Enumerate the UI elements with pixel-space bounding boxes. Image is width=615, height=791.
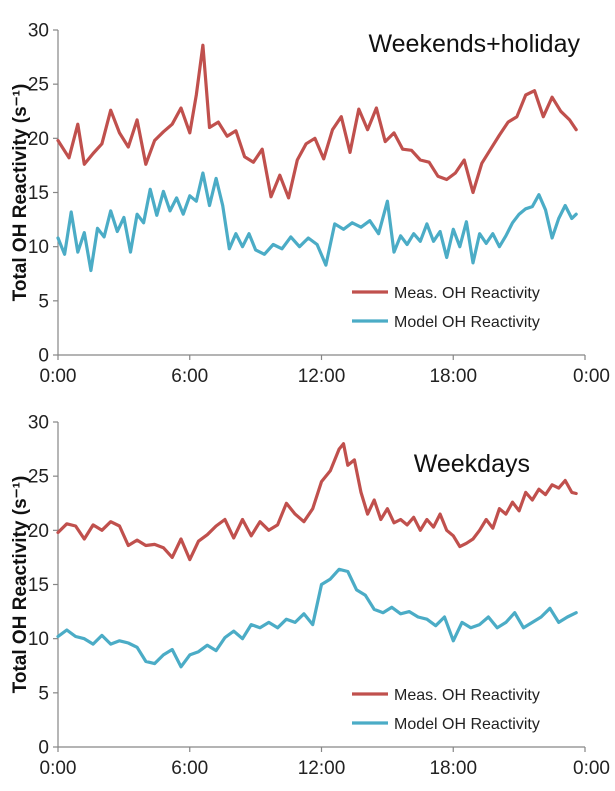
legend-label: Model OH Reactivity: [394, 716, 540, 733]
x-tick-label: 12:00: [298, 366, 346, 387]
y-tick-label: 30: [28, 21, 49, 42]
chart-panel-1: 0 5 10 15 20 25 30 0:00 6:00 12:00 18:00 0:00 Total …: [10, 21, 610, 388]
x-tick-label: 0:00: [40, 758, 77, 779]
series-line-model: [56, 171, 578, 273]
y-tick-label: 20: [28, 521, 49, 542]
x-tick-label: 0:00: [573, 758, 610, 779]
x-tick-label: 6:00: [171, 366, 208, 387]
x-tick-label: 18:00: [429, 366, 477, 387]
x-tick-label: 6:00: [171, 758, 208, 779]
legend: Meas. OH Reactivity Model OH Reactivity: [352, 687, 540, 733]
series-line-meas: [56, 442, 578, 562]
y-tick-label: 0: [38, 738, 49, 759]
y-tick-label: 15: [28, 183, 49, 204]
y-tick-label: 30: [28, 413, 49, 434]
y-tick-label: 10: [28, 237, 49, 258]
y-tick-label: 0: [38, 346, 49, 367]
legend: Meas. OH Reactivity Model OH Reactivity: [352, 285, 540, 331]
x-tick-label: 0:00: [40, 366, 77, 387]
y-axis-label: Total OH Reactivity (s⁻¹): [10, 84, 31, 302]
legend-label: Meas. OH Reactivity: [394, 687, 540, 704]
chart-title: Weekends+holiday: [369, 30, 581, 58]
legend-label: Model OH Reactivity: [394, 314, 540, 331]
y-tick-label: 25: [28, 75, 49, 96]
y-axis-label: Total OH Reactivity (s⁻¹): [10, 476, 31, 694]
y-tick-label: 5: [38, 291, 49, 312]
y-tick-label: 20: [28, 129, 49, 150]
x-tick-label: 0:00: [573, 366, 610, 387]
series-line-model: [56, 567, 578, 669]
y-tick-label: 25: [28, 467, 49, 488]
y-tick-label: 10: [28, 629, 49, 650]
chart-panel-2: 0 5 10 15 20 25 30 0:00 6:00 12:00 18:00 0:00 Total …: [10, 413, 610, 780]
chart-title: Weekdays: [414, 450, 530, 478]
y-tick-label: 5: [38, 683, 49, 704]
legend-label: Meas. OH Reactivity: [394, 285, 540, 302]
series-line-meas: [56, 43, 578, 200]
x-tick-label: 18:00: [429, 758, 477, 779]
y-tick-label: 15: [28, 575, 49, 596]
x-tick-label: 12:00: [298, 758, 346, 779]
